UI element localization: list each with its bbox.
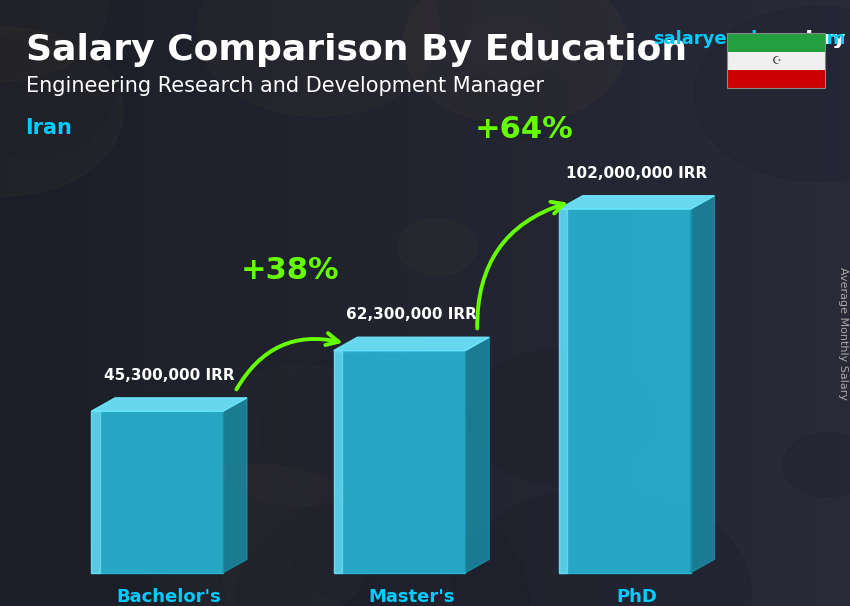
Polygon shape bbox=[91, 398, 247, 411]
Bar bbox=[727, 52, 824, 70]
Text: Salary Comparison By Education: Salary Comparison By Education bbox=[26, 33, 687, 67]
Circle shape bbox=[694, 7, 850, 182]
Circle shape bbox=[0, 33, 114, 158]
Circle shape bbox=[464, 62, 573, 140]
Circle shape bbox=[783, 433, 850, 497]
Circle shape bbox=[291, 482, 468, 606]
Polygon shape bbox=[690, 196, 714, 573]
Text: 62,300,000 IRR: 62,300,000 IRR bbox=[346, 307, 477, 322]
Text: Bachelor's
Degree: Bachelor's Degree bbox=[116, 588, 222, 606]
Polygon shape bbox=[91, 411, 223, 573]
Circle shape bbox=[404, 0, 626, 124]
Bar bbox=[727, 33, 824, 88]
Circle shape bbox=[260, 353, 474, 505]
Text: +38%: +38% bbox=[241, 256, 340, 285]
Text: +64%: +64% bbox=[474, 115, 574, 144]
Text: 45,300,000 IRR: 45,300,000 IRR bbox=[104, 368, 235, 383]
Circle shape bbox=[452, 487, 751, 606]
Circle shape bbox=[237, 494, 529, 606]
Text: Engineering Research and Development Manager: Engineering Research and Development Man… bbox=[26, 76, 543, 96]
Circle shape bbox=[197, 0, 439, 116]
Polygon shape bbox=[91, 411, 100, 573]
Text: salary: salary bbox=[784, 30, 845, 48]
Polygon shape bbox=[333, 338, 490, 351]
Text: ☪: ☪ bbox=[771, 56, 780, 65]
Text: salaryexplorer.com: salaryexplorer.com bbox=[654, 30, 846, 48]
Polygon shape bbox=[466, 338, 490, 573]
Circle shape bbox=[144, 465, 374, 606]
Polygon shape bbox=[559, 209, 690, 573]
Circle shape bbox=[205, 365, 402, 506]
Polygon shape bbox=[559, 196, 714, 209]
Circle shape bbox=[0, 0, 108, 81]
Circle shape bbox=[468, 348, 659, 485]
Text: salary: salary bbox=[785, 30, 846, 48]
Text: PhD: PhD bbox=[616, 588, 657, 606]
Bar bbox=[727, 33, 824, 52]
Polygon shape bbox=[559, 209, 568, 573]
Text: Master's
Degree: Master's Degree bbox=[368, 588, 455, 606]
Circle shape bbox=[464, 16, 552, 79]
Circle shape bbox=[56, 536, 225, 606]
Circle shape bbox=[0, 28, 122, 196]
Text: 102,000,000 IRR: 102,000,000 IRR bbox=[566, 165, 707, 181]
Circle shape bbox=[398, 219, 477, 275]
Bar bbox=[727, 70, 824, 88]
Text: Average Monthly Salary: Average Monthly Salary bbox=[838, 267, 848, 400]
Text: Iran: Iran bbox=[26, 118, 72, 138]
Polygon shape bbox=[333, 351, 466, 573]
Polygon shape bbox=[333, 351, 342, 573]
Polygon shape bbox=[223, 398, 247, 573]
